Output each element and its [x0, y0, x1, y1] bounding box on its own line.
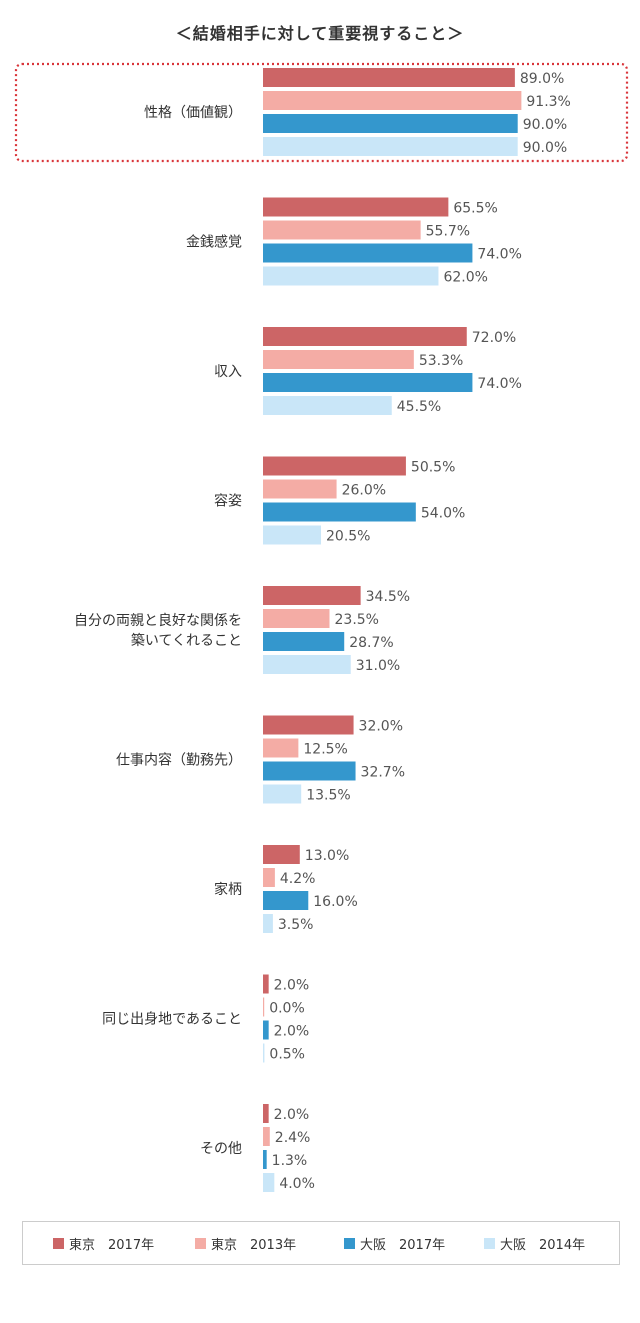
- data-label: 55.7%: [426, 224, 470, 240]
- data-label: 2.0%: [274, 1107, 310, 1123]
- data-label: 2.4%: [275, 1130, 311, 1146]
- bar: [263, 586, 361, 605]
- bar: [263, 220, 421, 240]
- highlight-box: [14, 62, 629, 163]
- category-label: 仕事内容（勤務先）: [116, 752, 242, 769]
- legend-label: 東京 2017年: [69, 1237, 155, 1253]
- data-label: 74.0%: [477, 376, 521, 392]
- legend-label: 東京 2013年: [211, 1237, 297, 1253]
- data-label: 45.5%: [397, 399, 441, 415]
- bar: [263, 479, 337, 499]
- data-label: 72.0%: [472, 330, 516, 346]
- data-label: 20.5%: [326, 529, 370, 545]
- bar: [263, 715, 354, 735]
- bar: [263, 868, 275, 887]
- bar: [263, 632, 345, 651]
- data-label: 91.3%: [526, 94, 570, 110]
- data-label: 28.7%: [349, 635, 393, 651]
- data-label: 32.7%: [361, 765, 405, 781]
- data-label: 31.0%: [356, 658, 400, 674]
- bar: [263, 1173, 275, 1192]
- data-label: 3.5%: [278, 917, 314, 933]
- bar: [263, 396, 392, 415]
- bar: [263, 350, 414, 369]
- category-label: 自分の両親と良好な関係を: [74, 613, 242, 629]
- legend-label: 大阪 2014年: [500, 1237, 586, 1253]
- data-label: 16.0%: [313, 894, 357, 910]
- bar: [263, 1127, 270, 1146]
- data-label: 54.0%: [421, 506, 465, 522]
- bar: [263, 137, 518, 156]
- bar: [263, 525, 322, 545]
- category-label: 収入: [214, 364, 242, 380]
- legend-label: 大阪 2017年: [360, 1237, 446, 1253]
- data-label: 23.5%: [335, 612, 379, 628]
- bar: [263, 845, 300, 864]
- data-label: 53.3%: [419, 353, 463, 369]
- data-label: 90.0%: [523, 117, 567, 133]
- bar: [263, 1104, 269, 1123]
- bar: [263, 68, 515, 87]
- legend-swatch: [344, 1237, 355, 1249]
- bar: [263, 243, 473, 263]
- bar: [263, 373, 473, 392]
- category-label: 家柄: [214, 881, 242, 898]
- category-label: 同じ出身地であること: [102, 1012, 242, 1028]
- data-label: 12.5%: [303, 742, 347, 758]
- data-label: 13.5%: [306, 788, 350, 804]
- data-label: 90.0%: [523, 140, 567, 156]
- data-label: 4.0%: [279, 1176, 315, 1192]
- legend-item: 大阪 2014年: [484, 1222, 585, 1264]
- data-label: 89.0%: [520, 71, 564, 87]
- legend-swatch: [53, 1237, 64, 1249]
- legend-item: 大阪 2017年: [344, 1222, 445, 1264]
- data-label: 32.0%: [359, 719, 403, 735]
- category-label: 性格（価値観）: [144, 104, 242, 121]
- bar: [263, 914, 273, 933]
- data-label: 4.2%: [280, 871, 316, 887]
- bar: [263, 609, 330, 628]
- bar: [263, 1150, 267, 1169]
- data-label: 2.0%: [274, 1024, 310, 1040]
- bar: [263, 327, 467, 346]
- data-label: 0.5%: [269, 1047, 305, 1063]
- chart-title: ＜結婚相手に対して重要視すること＞: [175, 24, 465, 43]
- bar: [263, 456, 406, 476]
- bar: [263, 114, 518, 133]
- bar: [263, 502, 416, 522]
- data-label: 13.0%: [305, 848, 349, 864]
- data-label: 65.5%: [453, 201, 497, 217]
- bar: [263, 655, 351, 674]
- data-label: 74.0%: [477, 247, 521, 263]
- category-label: 容姿: [214, 493, 242, 510]
- bar: [263, 1043, 265, 1063]
- category-label: 金銭感覚: [186, 234, 242, 251]
- data-label: 26.0%: [342, 483, 386, 499]
- bar: [263, 761, 356, 781]
- data-label: 0.0%: [269, 1001, 305, 1017]
- bar: [263, 91, 522, 110]
- legend-swatch: [195, 1237, 206, 1249]
- data-label: 1.3%: [272, 1153, 308, 1169]
- bar: [263, 997, 265, 1017]
- legend-item: 東京 2017年: [53, 1222, 154, 1264]
- bar: [263, 974, 269, 994]
- bar: [263, 266, 439, 286]
- legend-item: 東京 2013年: [195, 1222, 296, 1264]
- legend: 東京 2017年 東京 2013年 大阪 2017年 大阪 2014年: [22, 1221, 620, 1265]
- bar: [263, 784, 302, 804]
- data-label: 62.0%: [443, 270, 487, 286]
- legend-swatch: [484, 1237, 495, 1249]
- category-label: 築いてくれること: [131, 633, 242, 649]
- data-label: 2.0%: [274, 978, 310, 994]
- data-label: 34.5%: [366, 589, 410, 605]
- category-label: その他: [200, 1141, 242, 1157]
- bar: [263, 891, 309, 910]
- bar: [263, 197, 449, 217]
- bar: [263, 1020, 269, 1040]
- bar: [263, 738, 299, 758]
- data-label: 50.5%: [411, 460, 455, 476]
- chart-area: 性格（価値観） 89.0% 91.3% 90.0% 90.0% 金銭感覚 65.5% 55.7…: [14, 62, 629, 1192]
